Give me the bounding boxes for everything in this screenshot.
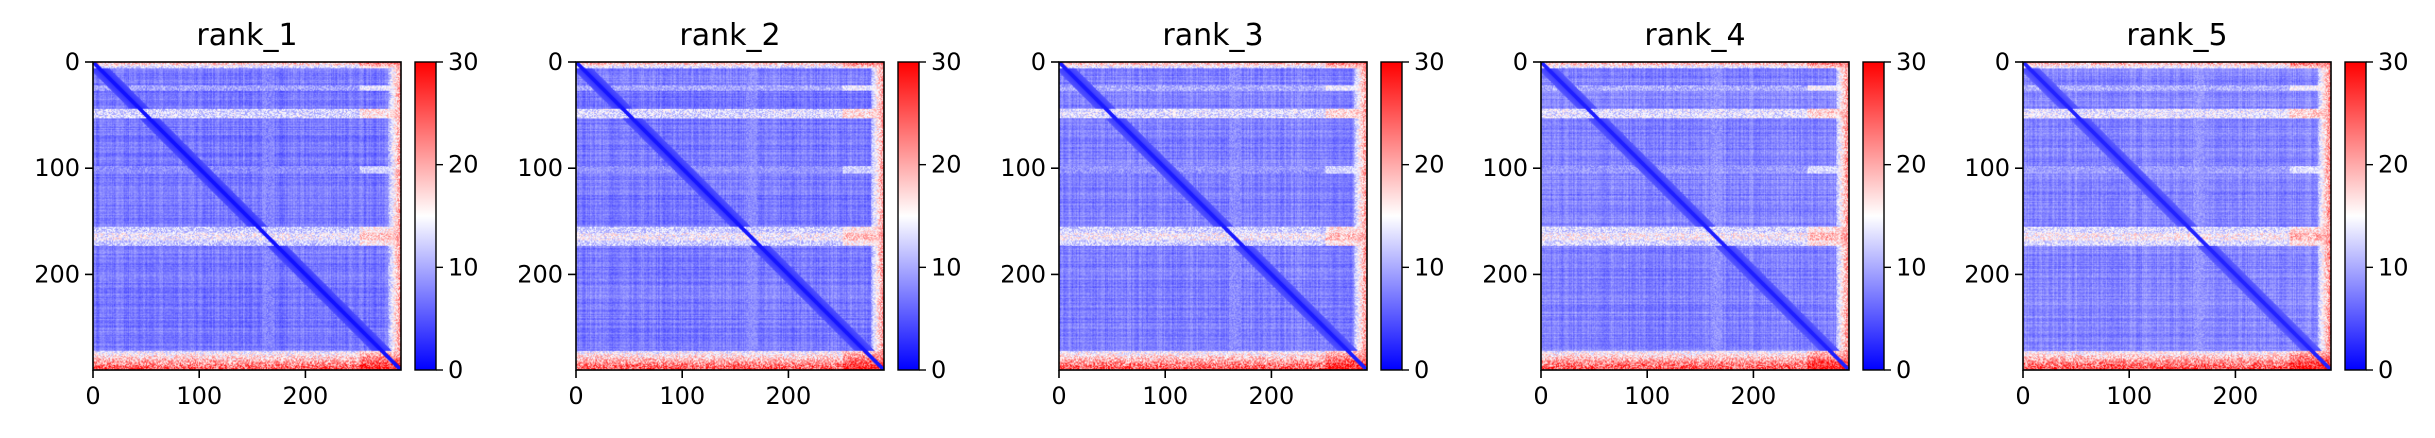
- heatmap-panel-3: rank_3 0 100 200 0 100 200 0 10 20 30: [1000, 18, 1444, 410]
- colorbar-tick-label: 20: [448, 151, 479, 179]
- x-tick-label: 0: [85, 382, 100, 410]
- colorbar-tick-label: 20: [1896, 151, 1927, 179]
- colorbar-tick-label: 10: [931, 253, 962, 281]
- panel-title: rank_5: [2126, 18, 2227, 53]
- y-tick-label: 200: [517, 260, 563, 288]
- colorbar-tick-label: 10: [1896, 253, 1927, 281]
- x-tick-label: 0: [1533, 382, 1548, 410]
- colorbar-tick-label: 0: [2378, 356, 2393, 384]
- x-tick-label: 200: [2213, 382, 2259, 410]
- y-tick-label: 100: [517, 154, 563, 182]
- colorbar-tick-label: 30: [1414, 48, 1445, 76]
- colorbar-tick-label: 30: [1896, 48, 1927, 76]
- heatmap-image: [2023, 62, 2331, 370]
- panel-title: rank_2: [679, 18, 780, 53]
- y-tick-label: 200: [1000, 260, 1046, 288]
- colorbar-tick-label: 20: [1414, 151, 1445, 179]
- heatmap-image: [93, 62, 401, 370]
- y-tick-label: 100: [1482, 154, 1528, 182]
- y-tick-label: 200: [34, 260, 80, 288]
- heatmap-image: [1541, 62, 1849, 370]
- colorbar: [1862, 61, 1885, 371]
- colorbar-tick-label: 10: [1414, 253, 1445, 281]
- y-tick-label: 0: [1995, 48, 2010, 76]
- colorbar: [2344, 61, 2367, 371]
- x-tick-label: 100: [176, 382, 222, 410]
- x-tick-label: 100: [1142, 382, 1188, 410]
- colorbar-tick-label: 30: [931, 48, 962, 76]
- colorbar-tick-label: 10: [2378, 253, 2409, 281]
- axes-frame: [2022, 61, 2332, 371]
- axes-frame: [1058, 61, 1368, 371]
- colorbar: [1380, 61, 1403, 371]
- colorbar-tick-label: 30: [2378, 48, 2409, 76]
- x-tick-label: 100: [659, 382, 705, 410]
- heatmap-panel-5: rank_5 0 100 200 0 100 200 0 10 20 30: [1964, 18, 2408, 410]
- axes-frame: [1540, 61, 1850, 371]
- colorbar-tick-label: 0: [448, 356, 463, 384]
- heatmap-image: [1059, 62, 1367, 370]
- axes-frame: [92, 61, 402, 371]
- panel-title: rank_4: [1644, 18, 1745, 53]
- colorbar: [414, 61, 437, 371]
- y-tick-label: 100: [1000, 154, 1046, 182]
- heatmap-panel-4: rank_4 0 100 200 0 100 200 0 10 20 30: [1482, 18, 1926, 410]
- heatmap-panel-2: rank_2 0 100 200 0 100 200 0 10 20 30: [517, 18, 961, 410]
- colorbar-tick-label: 0: [931, 356, 946, 384]
- panel-title: rank_3: [1162, 18, 1263, 53]
- x-tick-label: 200: [766, 382, 812, 410]
- x-tick-label: 0: [568, 382, 583, 410]
- x-tick-label: 200: [1731, 382, 1777, 410]
- heatmap-image: [576, 62, 884, 370]
- x-tick-label: 0: [2015, 382, 2030, 410]
- y-tick-label: 200: [1482, 260, 1528, 288]
- y-tick-label: 0: [1031, 48, 1046, 76]
- x-tick-label: 100: [2106, 382, 2152, 410]
- y-tick-label: 100: [1964, 154, 2010, 182]
- panel-title: rank_1: [196, 18, 297, 53]
- heatmap-panel-1: rank_1 0 100 200 0 100 200 0 10 20 30: [34, 18, 478, 410]
- x-tick-label: 200: [283, 382, 329, 410]
- x-tick-label: 0: [1051, 382, 1066, 410]
- axes-frame: [575, 61, 885, 371]
- x-tick-label: 200: [1249, 382, 1295, 410]
- y-tick-label: 0: [548, 48, 563, 76]
- colorbar-tick-label: 0: [1896, 356, 1911, 384]
- y-tick-label: 100: [34, 154, 80, 182]
- colorbar-tick-label: 20: [2378, 151, 2409, 179]
- x-tick-label: 100: [1624, 382, 1670, 410]
- colorbar-tick-label: 10: [448, 253, 479, 281]
- y-tick-label: 0: [65, 48, 80, 76]
- colorbar-tick-label: 0: [1414, 356, 1429, 384]
- y-tick-label: 200: [1964, 260, 2010, 288]
- colorbar-tick-label: 20: [931, 151, 962, 179]
- colorbar: [897, 61, 920, 371]
- colorbar-tick-label: 30: [448, 48, 479, 76]
- y-tick-label: 0: [1513, 48, 1528, 76]
